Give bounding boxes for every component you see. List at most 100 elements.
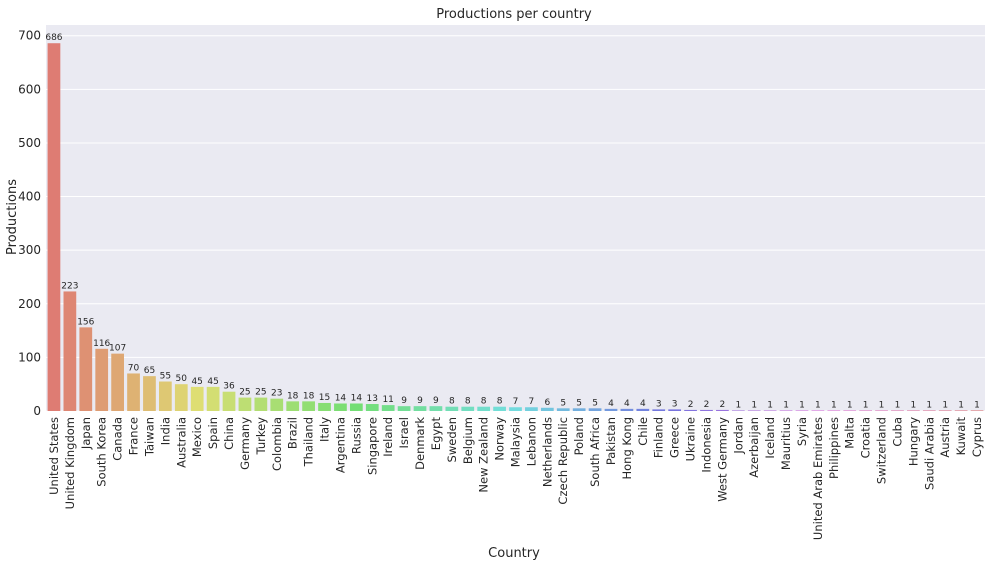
x-axis-ticks: United States United Kingdom Japan South Ko…	[47, 417, 984, 541]
data-label: 14	[335, 393, 347, 403]
bar	[349, 403, 363, 411]
x-tick-label: Hong Kong	[620, 417, 634, 480]
bar	[461, 406, 475, 411]
bar	[763, 410, 777, 411]
x-tick-label: United Kingdom	[63, 417, 77, 509]
x-tick-label: Croatia	[859, 417, 873, 458]
bar	[779, 410, 793, 411]
bar	[700, 409, 713, 411]
x-tick-label: Thailand	[302, 417, 316, 467]
bar	[429, 406, 443, 411]
data-label: 13	[367, 394, 378, 404]
bar	[477, 406, 491, 411]
x-tick-label: Italy	[318, 417, 332, 442]
data-label: 8	[449, 397, 455, 407]
data-label: 9	[417, 396, 423, 406]
data-label: 45	[207, 377, 218, 387]
x-tick-label: Pakistan	[604, 417, 618, 465]
data-label: 1	[895, 400, 901, 410]
y-tick-label: 500	[18, 136, 41, 150]
bar	[668, 409, 682, 411]
data-label: 1	[911, 400, 917, 410]
data-label: 1	[799, 400, 805, 410]
data-label: 2	[704, 400, 710, 410]
data-label: 1	[974, 400, 980, 410]
data-label: 1	[958, 400, 964, 410]
data-label: 25	[255, 388, 266, 398]
data-label: 9	[433, 396, 439, 406]
x-tick-label: Malta	[843, 417, 857, 449]
x-tick-label: Syria	[795, 417, 809, 446]
bar	[270, 398, 284, 411]
x-tick-label: Netherlands	[540, 417, 554, 487]
x-tick-label: Taiwan	[142, 417, 156, 457]
y-tick-label: 400	[18, 190, 41, 204]
data-label: 3	[656, 399, 662, 409]
bar	[891, 410, 904, 411]
bar	[636, 408, 650, 411]
bar	[190, 386, 204, 411]
y-tick-label: 700	[18, 29, 41, 43]
x-tick-label: Denmark	[413, 417, 427, 470]
data-label: 7	[529, 397, 535, 407]
x-tick-label: Sweden	[445, 417, 459, 462]
bar	[652, 409, 666, 411]
data-label: 18	[287, 391, 299, 401]
data-label: 1	[783, 400, 789, 410]
bar	[397, 406, 411, 411]
x-tick-label: Czech Republic	[556, 417, 570, 505]
x-tick-label: Spain	[206, 417, 220, 449]
data-label: 50	[176, 374, 188, 384]
x-tick-label: Switzerland	[875, 417, 889, 484]
data-label: 3	[672, 399, 678, 409]
data-label: 1	[735, 400, 741, 410]
x-tick-label: Japan	[79, 417, 93, 450]
data-label: 223	[61, 281, 78, 291]
bar	[556, 408, 570, 411]
x-tick-label: Russia	[349, 417, 363, 454]
data-label: 1	[863, 400, 869, 410]
data-label: 1	[767, 400, 773, 410]
x-tick-label: Kuwait	[954, 417, 968, 456]
x-tick-label: Egypt	[429, 417, 443, 451]
bar	[540, 407, 554, 411]
data-label: 116	[93, 339, 110, 349]
bar	[843, 410, 857, 411]
y-tick-label: 600	[18, 82, 41, 96]
bar	[875, 410, 888, 411]
gridlines	[46, 35, 985, 412]
data-label: 8	[497, 397, 503, 407]
x-tick-label: Greece	[668, 417, 682, 458]
y-axis-label: Productions	[5, 179, 20, 255]
data-label: 14	[351, 393, 363, 403]
bar	[827, 410, 841, 411]
bar	[79, 327, 93, 411]
data-label: 23	[271, 389, 282, 399]
x-tick-label: Iceland	[763, 417, 777, 459]
x-tick-label: Cyprus	[970, 417, 984, 457]
bar	[907, 410, 920, 411]
data-label: 18	[303, 391, 315, 401]
bar	[413, 406, 427, 411]
data-label: 7	[513, 397, 519, 407]
bar	[795, 410, 809, 411]
x-tick-label: Germany	[238, 417, 252, 470]
x-tick-label: Hungary	[906, 417, 920, 466]
x-tick-label: Jordan	[731, 417, 745, 455]
bars	[47, 43, 984, 411]
x-tick-label: Lebanon	[524, 417, 538, 466]
x-tick-label: South Africa	[588, 417, 602, 487]
x-tick-label: Austria	[938, 417, 952, 458]
y-tick-label: 200	[18, 297, 41, 311]
bar	[365, 404, 379, 411]
x-tick-label: Azerbaijan	[747, 417, 761, 478]
bar	[445, 406, 459, 411]
bar	[954, 410, 968, 411]
data-label: 4	[624, 399, 630, 409]
data-label: 5	[560, 398, 566, 408]
y-tick-label: 0	[33, 404, 41, 418]
data-label: 5	[576, 398, 582, 408]
bar	[970, 410, 984, 411]
bar	[572, 408, 586, 411]
x-axis-label: Country	[488, 546, 540, 561]
